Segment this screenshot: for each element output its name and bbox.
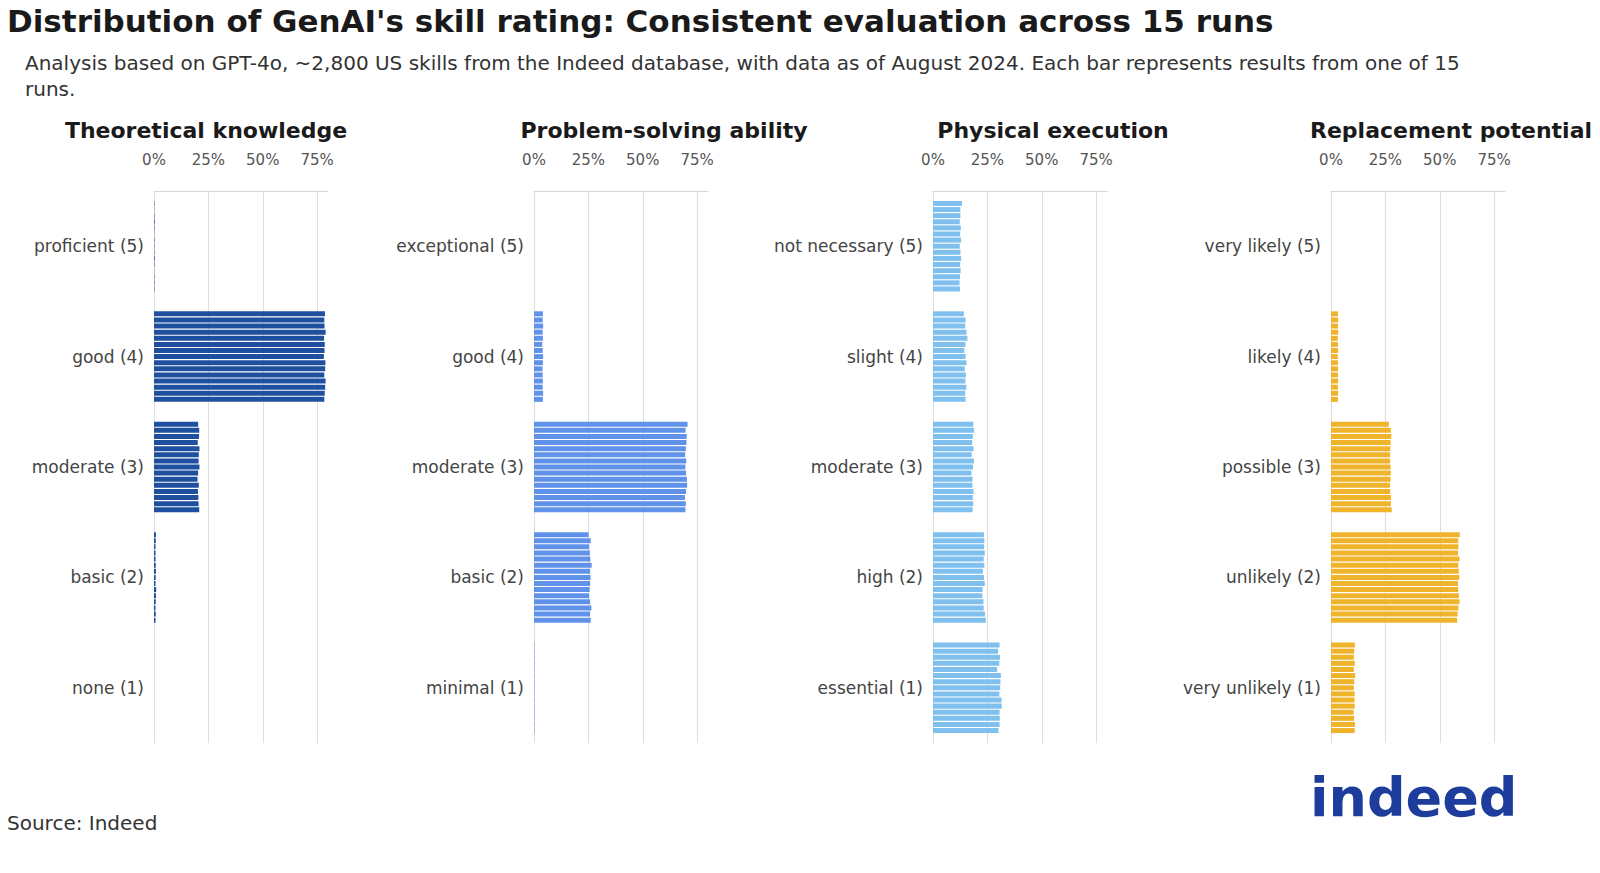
- svg-text:very likely (5): very likely (5): [1205, 236, 1321, 256]
- svg-text:75%: 75%: [1079, 151, 1112, 169]
- svg-text:unlikely (2): unlikely (2): [1226, 567, 1321, 587]
- svg-text:basic (2): basic (2): [450, 567, 524, 587]
- svg-text:0%: 0%: [1319, 151, 1343, 169]
- svg-text:good (4): good (4): [72, 347, 144, 367]
- svg-text:very unlikely (1): very unlikely (1): [1183, 678, 1321, 698]
- svg-text:0%: 0%: [142, 151, 166, 169]
- svg-text:exceptional (5): exceptional (5): [396, 236, 524, 256]
- svg-text:75%: 75%: [680, 151, 713, 169]
- svg-text:minimal (1): minimal (1): [426, 678, 524, 698]
- svg-text:50%: 50%: [246, 151, 279, 169]
- svg-text:runs.: runs.: [25, 77, 75, 101]
- svg-text:moderate (3): moderate (3): [811, 457, 923, 477]
- svg-text:25%: 25%: [1369, 151, 1402, 169]
- svg-text:high (2): high (2): [856, 567, 923, 587]
- svg-text:slight (4): slight (4): [847, 347, 923, 367]
- svg-text:Source: Indeed: Source: Indeed: [7, 811, 157, 835]
- svg-text:75%: 75%: [1477, 151, 1510, 169]
- svg-text:25%: 25%: [572, 151, 605, 169]
- svg-text:moderate (3): moderate (3): [412, 457, 524, 477]
- svg-text:indeed: indeed: [1310, 766, 1518, 829]
- svg-text:not necessary (5): not necessary (5): [774, 236, 923, 256]
- svg-text:Replacement potential: Replacement potential: [1310, 118, 1592, 143]
- svg-text:possible (3): possible (3): [1222, 457, 1321, 477]
- svg-text:Analysis based on GPT-4o, ~2,8: Analysis based on GPT-4o, ~2,800 US skil…: [25, 51, 1466, 75]
- svg-text:50%: 50%: [626, 151, 659, 169]
- svg-text:good (4): good (4): [452, 347, 524, 367]
- svg-text:Distribution of GenAI's skill: Distribution of GenAI's skill rating: Co…: [7, 3, 1274, 39]
- svg-text:none (1): none (1): [72, 678, 144, 698]
- svg-text:moderate (3): moderate (3): [32, 457, 144, 477]
- svg-text:0%: 0%: [921, 151, 945, 169]
- svg-text:75%: 75%: [300, 151, 333, 169]
- svg-text:50%: 50%: [1423, 151, 1456, 169]
- svg-text:25%: 25%: [192, 151, 225, 169]
- svg-text:proficient (5): proficient (5): [34, 236, 144, 256]
- svg-text:0%: 0%: [522, 151, 546, 169]
- svg-text:essential (1): essential (1): [818, 678, 923, 698]
- svg-text:25%: 25%: [971, 151, 1004, 169]
- svg-text:likely (4): likely (4): [1248, 347, 1321, 367]
- svg-text:Theoretical knowledge: Theoretical knowledge: [65, 118, 347, 143]
- svg-text:50%: 50%: [1025, 151, 1058, 169]
- svg-text:basic (2): basic (2): [70, 567, 144, 587]
- svg-text:Problem-solving ability: Problem-solving ability: [520, 118, 807, 143]
- svg-text:Physical execution: Physical execution: [937, 118, 1168, 143]
